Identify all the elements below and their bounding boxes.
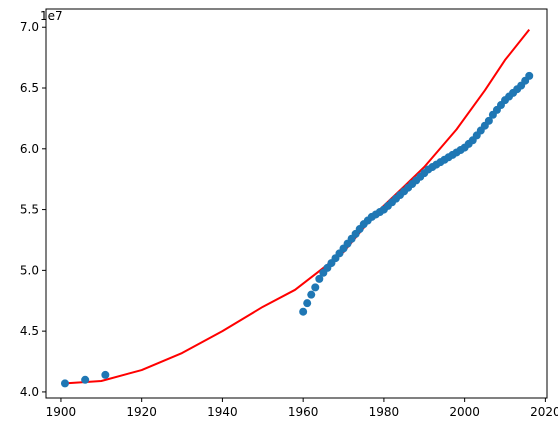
scatter-points-layer [60,71,534,388]
data-point [81,375,90,384]
y-tick-label: 5.0 [20,263,39,277]
y-axis-offset-label: 1e7 [40,9,63,23]
plot-frame [45,8,548,399]
y-tick-label: 6.0 [20,142,39,156]
x-tick-label: 1900 [46,405,77,419]
data-point [525,71,534,80]
data-point [303,299,312,308]
plot-background [46,9,547,398]
data-point [311,283,320,292]
data-point [484,116,493,125]
x-tick-label: 1920 [126,405,157,419]
x-tick-label: 1960 [288,405,319,419]
x-tick-label: 1980 [369,405,400,419]
x-tick-label: 1940 [207,405,238,419]
data-point [60,379,69,388]
data-point [299,307,308,316]
x-tick-label: 2020 [530,405,558,419]
y-tick-label: 4.0 [20,385,39,399]
y-tick-label: 5.5 [20,203,39,217]
data-point [307,290,316,299]
y-tick-label: 6.5 [20,81,39,95]
y-axis-ticks: 4.0 4.5 5.0 5.5 6.0 6.5 7.0 [20,20,46,399]
x-axis-ticks: 1900 1920 1940 1960 1980 2000 2020 [46,398,558,419]
y-tick-label: 4.5 [20,324,39,338]
y-tick-label: 7.0 [20,20,39,34]
x-tick-label: 2000 [449,405,480,419]
data-point [315,274,324,283]
data-point [101,370,110,379]
